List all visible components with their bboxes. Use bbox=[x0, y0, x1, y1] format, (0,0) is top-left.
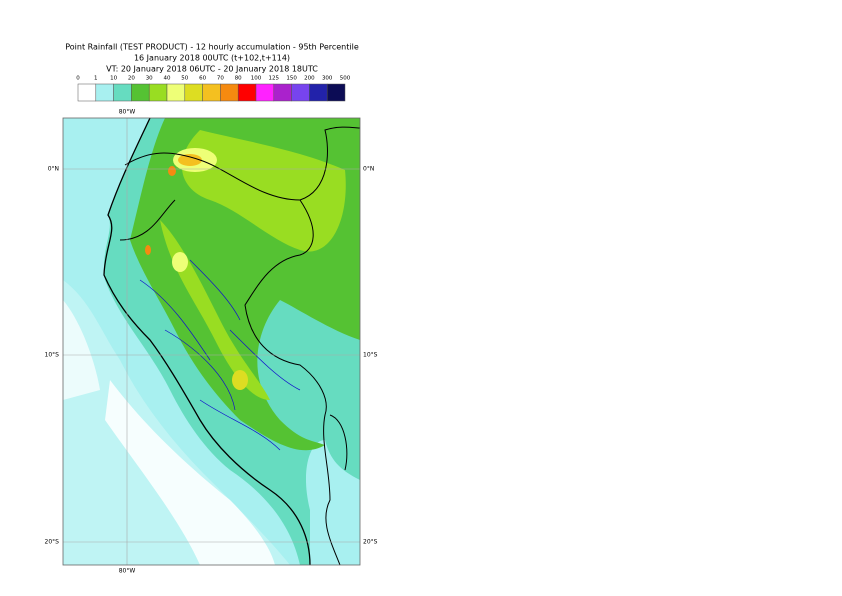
lat-label: 10°S bbox=[363, 352, 378, 359]
legend-label: 80 bbox=[235, 76, 242, 82]
legend-label: 20 bbox=[128, 76, 135, 82]
title-line: Point Rainfall (TEST PRODUCT) - 12 hourl… bbox=[65, 43, 359, 52]
legend-swatch bbox=[166, 83, 186, 102]
legend-label: 30 bbox=[146, 76, 153, 82]
legend-swatch bbox=[326, 83, 346, 102]
legend-swatch bbox=[148, 83, 168, 102]
legend-label: 0 bbox=[76, 76, 80, 82]
legend-label: 150 bbox=[286, 76, 297, 82]
legend-swatch bbox=[255, 83, 275, 102]
lat-label: 0°N bbox=[48, 166, 59, 173]
legend-label: 100 bbox=[251, 76, 262, 82]
legend-swatch bbox=[202, 83, 221, 102]
title-line: VT: 20 January 2018 06UTC - 20 January 2… bbox=[106, 65, 318, 74]
lat-label: 0°N bbox=[363, 166, 374, 173]
lon-label: 80°W bbox=[119, 109, 136, 116]
legend-label: 70 bbox=[217, 76, 224, 82]
legend-label: 1 bbox=[94, 76, 98, 82]
legend-label: 50 bbox=[181, 76, 188, 82]
legend-label: 125 bbox=[269, 76, 280, 82]
legend-swatch bbox=[273, 83, 292, 102]
legend-swatch bbox=[237, 83, 257, 102]
lat-label: 20°S bbox=[363, 539, 378, 546]
legend-swatch bbox=[95, 83, 114, 102]
legend-swatch bbox=[184, 83, 203, 102]
legend-swatch bbox=[291, 83, 310, 102]
legend-label: 500 bbox=[340, 76, 351, 82]
legend-swatch bbox=[309, 83, 328, 102]
legend-label: 60 bbox=[199, 76, 206, 82]
legend-label: 200 bbox=[304, 76, 315, 82]
legend-swatch bbox=[77, 83, 97, 102]
legend-label: 10 bbox=[110, 76, 117, 82]
map-area bbox=[63, 118, 360, 565]
legend-swatch bbox=[220, 83, 239, 102]
legend-swatch bbox=[113, 83, 132, 102]
map-frame bbox=[62, 117, 361, 566]
lon-label: 80°W bbox=[119, 568, 136, 575]
legend-label: 40 bbox=[164, 76, 171, 82]
legend-label: 300 bbox=[322, 76, 333, 82]
lat-label: 20°S bbox=[45, 539, 60, 546]
legend-swatch bbox=[131, 83, 150, 102]
lat-label: 10°S bbox=[45, 352, 60, 359]
title-line: 16 January 2018 00UTC (t+102,t+114) bbox=[134, 54, 290, 63]
